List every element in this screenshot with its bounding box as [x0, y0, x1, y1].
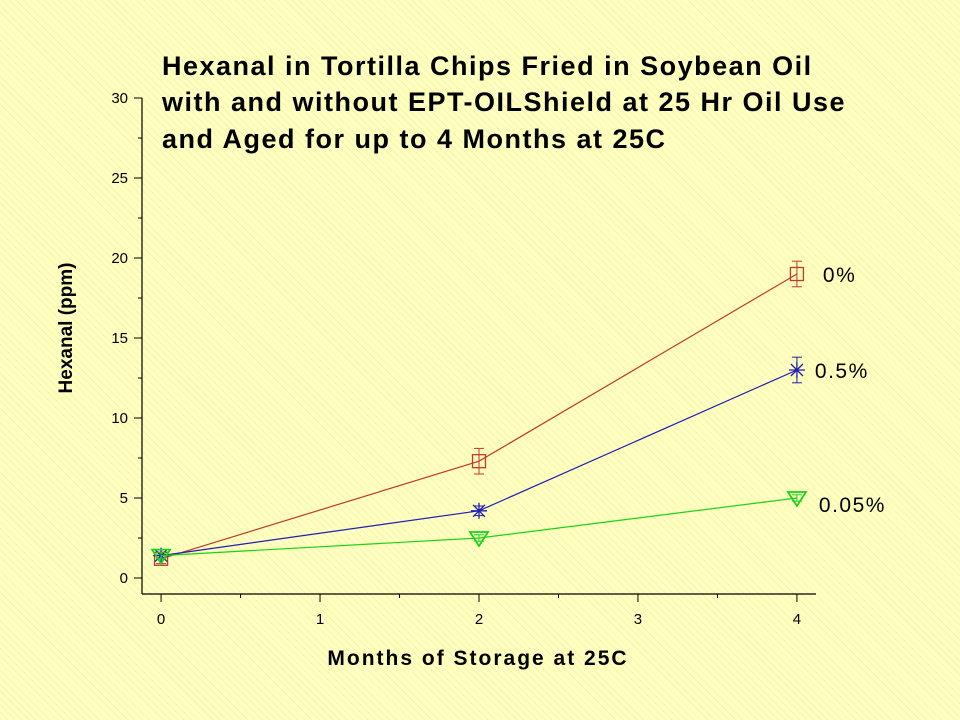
data-point-triangle [150, 548, 172, 566]
data-point-asterisk [471, 502, 487, 519]
series-label: 0.5% [815, 360, 869, 383]
x-tick-label: 4 [793, 611, 801, 628]
series-label: 0% [823, 264, 856, 287]
x-axis-ticks: 0 1 2 3 4 [157, 594, 801, 628]
chart-title-line-1: Hexanal in Tortilla Chips Fried in Soybe… [162, 51, 813, 81]
data-point-square [789, 266, 805, 282]
data-point-triangle [786, 491, 808, 508]
data-point-triangle [468, 531, 490, 548]
y-tick-label: 15 [111, 330, 128, 347]
chart-title-line-2: with and without EPT-OILShield at 25 Hr … [161, 87, 846, 117]
series-0-5pct: 0.5% [153, 356, 869, 564]
series-0pct: 0% [153, 260, 856, 566]
y-axis-label: Hexanal (ppm) [56, 263, 77, 394]
y-tick-label: 0 [120, 570, 128, 587]
series-label: 0.05% [819, 494, 886, 517]
series-0-05pct: 0.05% [150, 491, 886, 566]
y-axis-ticks: 0 5 10 15 20 25 30 [111, 90, 142, 587]
y-tick-label: 10 [111, 410, 128, 427]
y-tick-label: 5 [120, 490, 128, 507]
x-tick-label: 1 [316, 611, 324, 628]
y-tick-label: 30 [111, 90, 128, 107]
data-point-square [471, 454, 487, 469]
x-axis-label: Months of Storage at 25C [327, 647, 628, 670]
x-tick-label: 0 [157, 611, 165, 628]
series-layer: 0% 0.5% 0.05% [150, 260, 886, 566]
x-tick-label: 2 [475, 611, 483, 628]
y-tick-label: 20 [111, 250, 128, 267]
data-point-asterisk [788, 362, 805, 378]
x-tick-label: 3 [634, 611, 642, 628]
y-tick-label: 25 [111, 170, 128, 187]
chart-title-line-3: and Aged for up to 4 Months at 25C [162, 124, 667, 154]
